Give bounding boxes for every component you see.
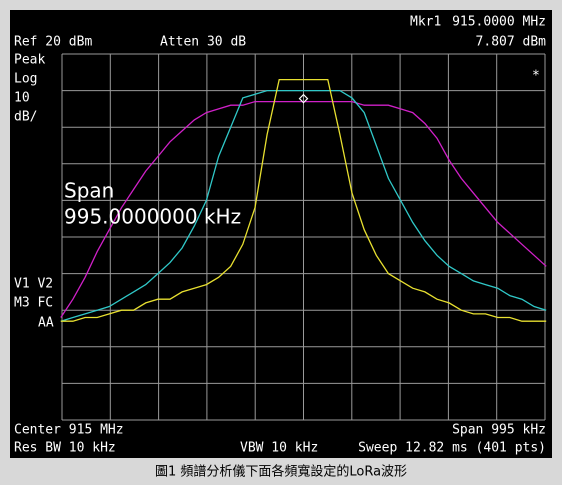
aa: AA	[38, 316, 54, 331]
trace	[60, 89, 547, 322]
span: Span 995 kHz	[452, 423, 546, 438]
trace	[60, 78, 547, 322]
screen	[10, 10, 552, 458]
star: *	[532, 69, 540, 84]
trace	[60, 100, 547, 318]
scale-value: 10	[14, 91, 30, 106]
span-title: Span	[64, 179, 114, 203]
rbw: Res BW 10 kHz	[14, 441, 116, 456]
span-value: 995.0000000 kHz	[64, 205, 241, 229]
marker-value: 7.807 dBm	[476, 35, 547, 50]
ref-level: Ref 20 dBm	[14, 35, 92, 50]
marker-label: Mkr1	[410, 15, 441, 30]
sweep: Sweep 12.82 ms (401 pts)	[358, 441, 546, 456]
center-frequency: Center 915 MHz	[14, 423, 124, 438]
m3fc: M3 FC	[14, 296, 53, 311]
marker	[298, 93, 309, 104]
detector: Peak	[14, 53, 45, 68]
marker-frequency: 915.0000 MHz	[452, 15, 546, 30]
vbw: VBW 10 kHz	[240, 441, 318, 456]
scale-unit: dB/	[14, 110, 37, 125]
v1v2: V1 V2	[14, 277, 53, 292]
traces	[60, 78, 547, 322]
caption: 圖1 頻譜分析儀下面各頻寬設定的LoRa波形	[155, 464, 407, 480]
scale: Log	[14, 72, 37, 87]
attenuation: Atten 30 dB	[160, 35, 246, 50]
